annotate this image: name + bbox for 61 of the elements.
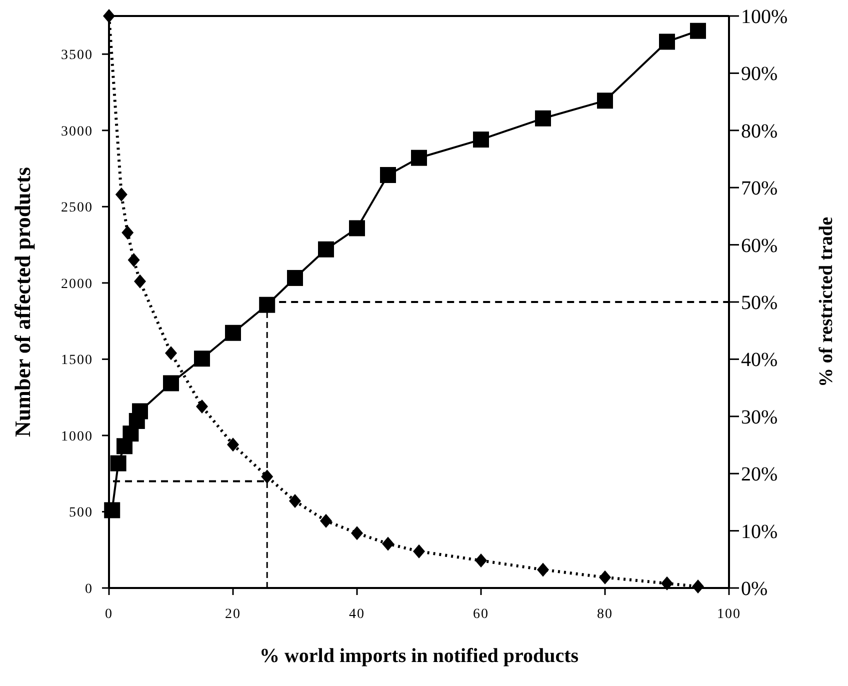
point — [351, 526, 363, 540]
y2-tick-label: 40% — [741, 349, 778, 372]
y-tick-label: 3500 — [61, 48, 93, 64]
point — [287, 270, 303, 286]
point — [690, 22, 706, 39]
point — [535, 110, 551, 126]
y2-tick-label: 50% — [741, 292, 778, 314]
point — [659, 34, 675, 50]
y2-tick-label: 60% — [741, 234, 778, 257]
y2-tick-label: 20% — [741, 464, 778, 486]
y-axis-title: Number of affected products — [10, 166, 35, 437]
y2-tick-label: 80% — [741, 120, 778, 142]
x-tick-label: 20 — [225, 607, 241, 622]
y2-tick-label: 0% — [741, 578, 768, 600]
y2-tick-label: 30% — [741, 406, 778, 428]
y-tick-label: 500 — [69, 506, 93, 521]
x-tick-label: 100 — [717, 607, 741, 622]
point — [320, 514, 332, 528]
point — [227, 438, 239, 452]
point — [413, 544, 425, 558]
point — [349, 220, 365, 236]
x-tick-label: 40 — [349, 607, 365, 622]
x-axis-title: % world imports in notified products — [259, 645, 579, 667]
point — [134, 274, 146, 288]
y2-tick-label: 10% — [741, 520, 778, 543]
point — [382, 536, 394, 551]
point — [261, 470, 274, 484]
y-tick-label: 1500 — [61, 353, 93, 368]
y2-tick-label: 70% — [741, 178, 778, 200]
y-tick-label: 3000 — [61, 124, 93, 140]
point — [165, 346, 177, 360]
point — [128, 253, 140, 268]
x-tick-label: 60 — [473, 607, 489, 622]
y2-axis-title: % of restricted trade — [816, 216, 837, 388]
y2-tick-label: 90% — [741, 63, 778, 86]
point — [122, 226, 134, 240]
x-tick-label: 80 — [597, 607, 613, 622]
point — [411, 150, 427, 166]
point — [132, 403, 148, 420]
point — [318, 241, 334, 258]
point — [110, 455, 126, 472]
point — [537, 562, 549, 577]
point — [661, 576, 673, 590]
y-tick-label: 0 — [85, 582, 93, 597]
y-tick-label: 2500 — [61, 200, 93, 216]
point — [115, 187, 128, 202]
point — [194, 350, 210, 367]
x-tick-label: 0 — [105, 607, 113, 622]
point — [196, 399, 208, 414]
point — [597, 92, 613, 109]
y-tick-label: 2000 — [61, 276, 93, 292]
point — [473, 132, 489, 148]
y-tick-label: 1000 — [61, 429, 93, 444]
y2-tick-label: 100% — [741, 6, 788, 28]
point — [259, 296, 276, 313]
point — [380, 167, 396, 184]
point — [599, 570, 611, 584]
point — [225, 324, 241, 341]
point — [289, 494, 301, 508]
point — [163, 375, 179, 392]
point — [475, 554, 487, 568]
